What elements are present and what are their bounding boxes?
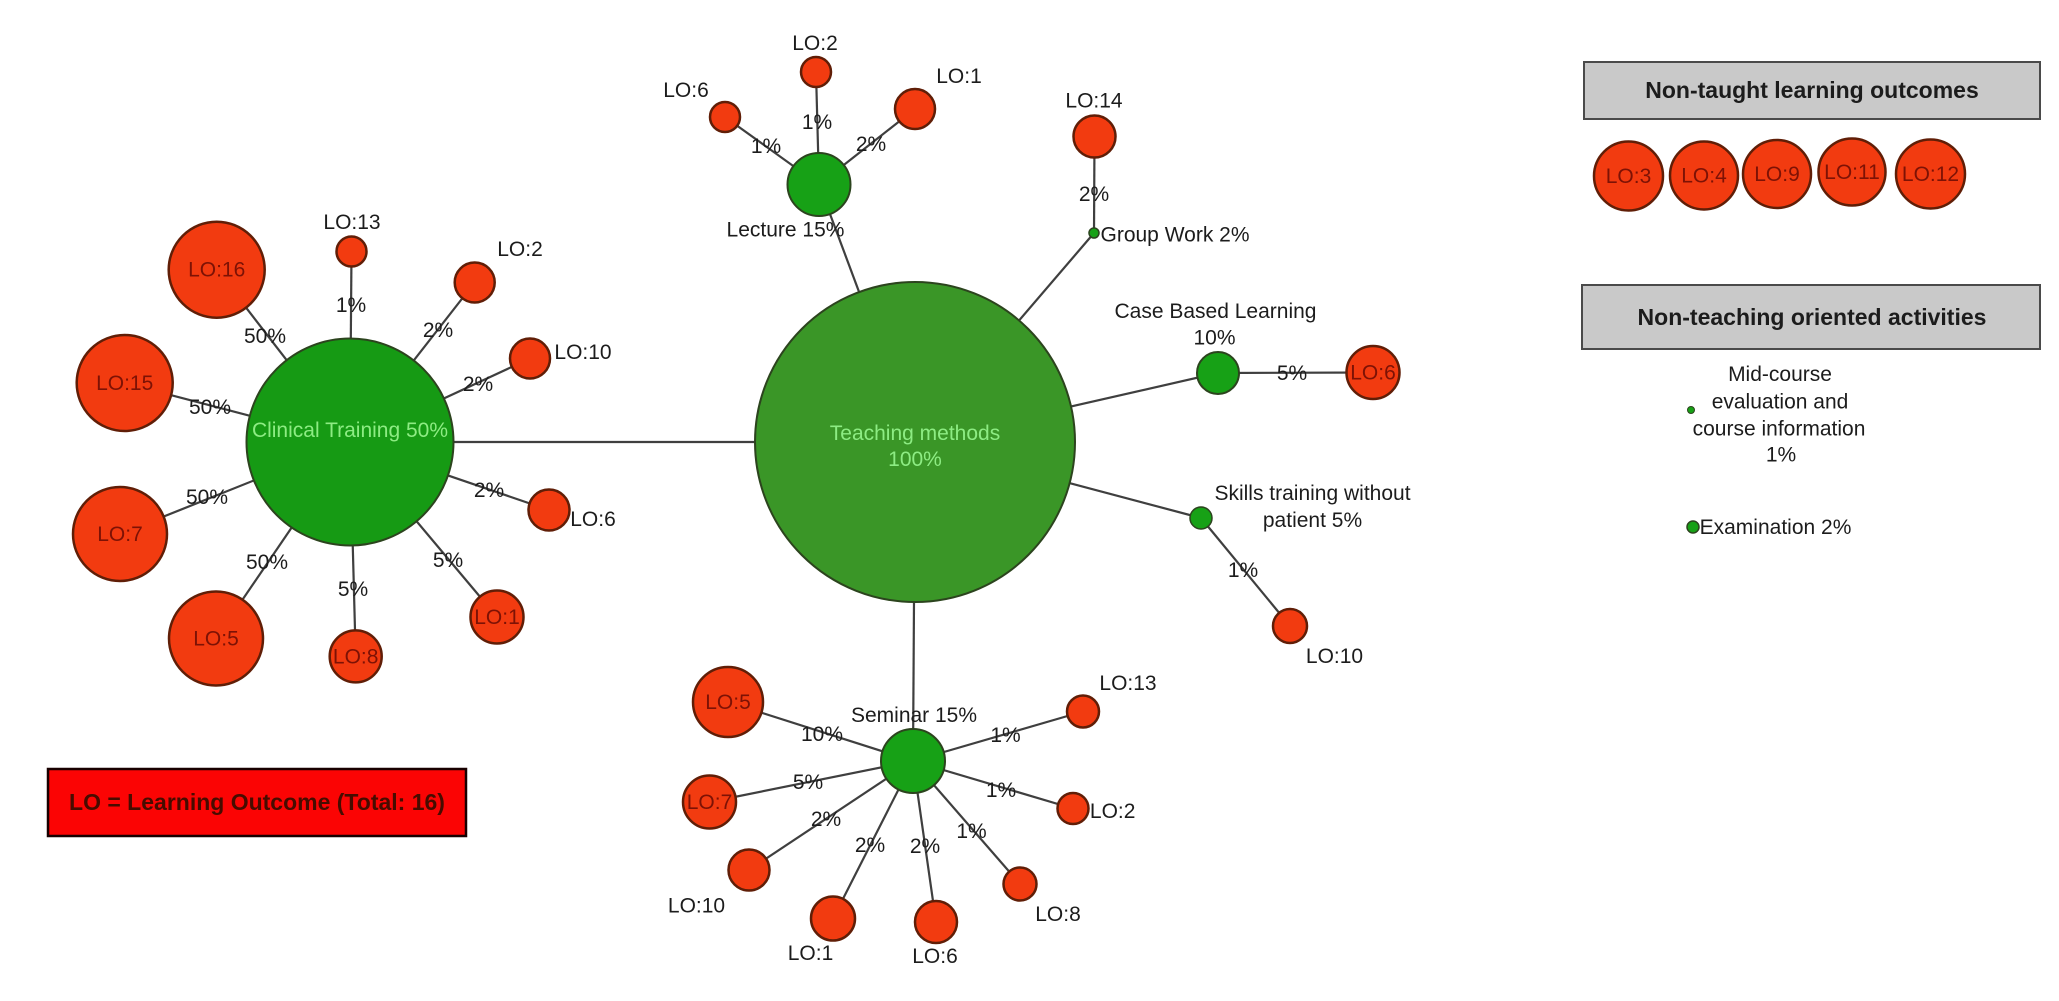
svg-text:LO:16: LO:16 (188, 259, 245, 282)
svg-text:LO:4: LO:4 (1681, 165, 1727, 188)
svg-text:course information: course information (1693, 418, 1866, 441)
svg-text:LO:10: LO:10 (1306, 645, 1363, 668)
svg-text:LO:5: LO:5 (705, 691, 751, 714)
svg-text:Non-taught learning outcomes: Non-taught learning outcomes (1645, 77, 1979, 103)
svg-text:1%: 1% (956, 820, 986, 843)
svg-text:LO:2: LO:2 (792, 32, 838, 55)
svg-text:LO:14: LO:14 (1065, 90, 1123, 113)
svg-text:Mid-course: Mid-course (1728, 363, 1832, 386)
svg-text:Group Work 2%: Group Work 2% (1101, 224, 1250, 247)
svg-text:LO:6: LO:6 (663, 79, 709, 102)
svg-text:10%: 10% (1193, 327, 1235, 350)
svg-text:2%: 2% (811, 808, 841, 831)
svg-text:LO:11: LO:11 (1824, 161, 1880, 184)
svg-text:2%: 2% (463, 373, 493, 396)
svg-text:LO:15: LO:15 (96, 372, 153, 395)
svg-text:LO:1: LO:1 (936, 65, 982, 88)
svg-text:1%: 1% (802, 111, 832, 134)
svg-text:100%: 100% (888, 448, 942, 471)
svg-text:LO:12: LO:12 (1902, 163, 1959, 186)
svg-text:Non-teaching oriented activiti: Non-teaching oriented activities (1638, 304, 1987, 330)
svg-text:LO:7: LO:7 (687, 791, 733, 814)
svg-text:Skills training without: Skills training without (1214, 482, 1410, 505)
svg-text:LO:2: LO:2 (1090, 800, 1136, 823)
svg-text:patient 5%: patient 5% (1263, 509, 1362, 532)
svg-text:LO:6: LO:6 (1350, 362, 1396, 385)
svg-text:LO:10: LO:10 (554, 341, 611, 364)
svg-text:LO:13: LO:13 (323, 211, 380, 234)
svg-text:LO:8: LO:8 (333, 645, 379, 668)
svg-text:50%: 50% (186, 486, 228, 509)
svg-text:LO:1: LO:1 (474, 606, 520, 629)
svg-text:Case Based Learning: Case Based Learning (1115, 300, 1317, 323)
svg-text:1%: 1% (1228, 559, 1258, 582)
svg-text:5%: 5% (338, 578, 368, 601)
svg-text:1%: 1% (1766, 444, 1796, 467)
svg-text:LO:13: LO:13 (1099, 672, 1156, 695)
svg-text:LO:2: LO:2 (497, 238, 543, 261)
svg-text:Examination 2%: Examination 2% (1700, 516, 1852, 539)
svg-text:LO:6: LO:6 (570, 508, 616, 531)
svg-text:2%: 2% (856, 133, 886, 156)
svg-text:LO:9: LO:9 (1754, 163, 1800, 186)
svg-text:LO = Learning Outcome (Total:: LO = Learning Outcome (Total: 16) (69, 789, 445, 815)
svg-text:LO:1: LO:1 (788, 942, 834, 965)
svg-text:1%: 1% (336, 294, 366, 317)
svg-text:5%: 5% (433, 549, 463, 572)
svg-text:5%: 5% (1277, 362, 1307, 385)
svg-text:1%: 1% (990, 724, 1020, 747)
svg-text:10%: 10% (801, 723, 843, 746)
svg-text:2%: 2% (1079, 183, 1109, 206)
svg-text:LO:10: LO:10 (668, 895, 725, 918)
svg-text:1%: 1% (751, 135, 781, 158)
svg-text:5%: 5% (793, 771, 823, 794)
svg-text:Lecture 15%: Lecture 15% (727, 219, 845, 242)
svg-text:LO:6: LO:6 (912, 945, 958, 968)
svg-text:2%: 2% (910, 835, 940, 858)
svg-text:1%: 1% (986, 779, 1016, 802)
svg-text:50%: 50% (189, 396, 231, 419)
svg-text:Clinical Training 50%: Clinical Training 50% (252, 419, 448, 442)
svg-text:Teaching methods: Teaching methods (830, 422, 1000, 445)
svg-text:Seminar 15%: Seminar 15% (851, 704, 977, 727)
svg-text:LO:5: LO:5 (193, 628, 239, 651)
svg-text:50%: 50% (244, 325, 286, 348)
svg-text:LO:8: LO:8 (1035, 903, 1081, 926)
svg-text:LO:3: LO:3 (1606, 165, 1652, 188)
svg-text:2%: 2% (474, 479, 504, 502)
svg-text:2%: 2% (855, 834, 885, 857)
svg-text:50%: 50% (246, 551, 288, 574)
svg-text:evaluation and: evaluation and (1712, 391, 1849, 414)
svg-text:LO:7: LO:7 (97, 523, 143, 546)
svg-text:2%: 2% (423, 319, 453, 342)
